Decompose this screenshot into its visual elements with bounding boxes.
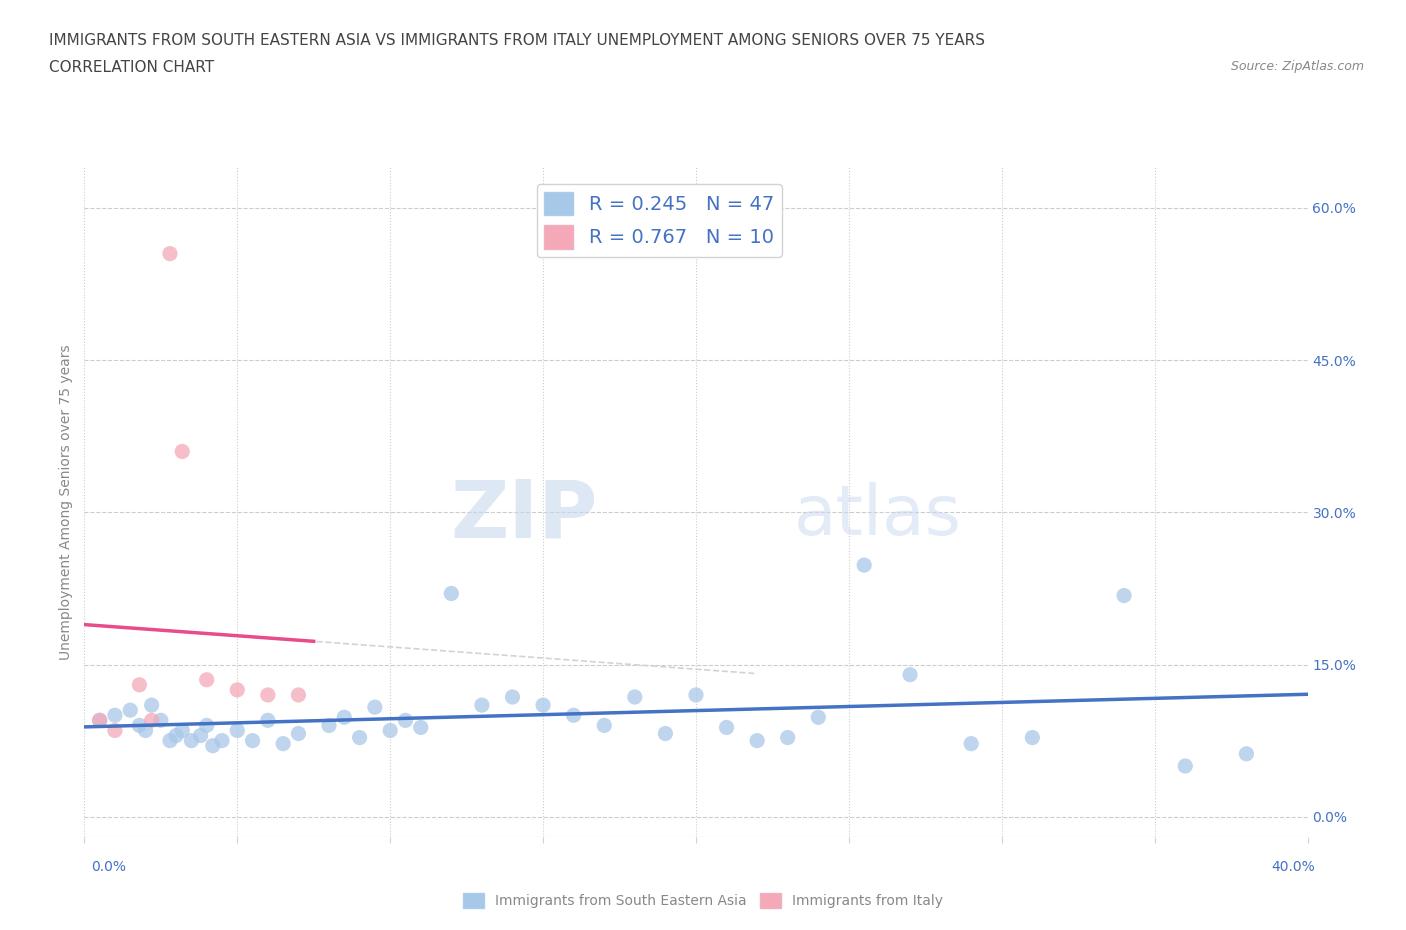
Point [898, 667, 921, 682]
Point [195, 718, 218, 733]
Point [149, 713, 172, 728]
Point [502, 689, 524, 704]
Point [190, 728, 212, 743]
Point [654, 726, 676, 741]
Point [1174, 759, 1197, 774]
Point [226, 723, 249, 737]
Point [440, 586, 463, 601]
Point [562, 708, 585, 723]
Point [89, 713, 111, 728]
Text: ZIP: ZIP [451, 476, 598, 554]
Point [960, 737, 983, 751]
Point [593, 718, 616, 733]
Text: IMMIGRANTS FROM SOUTH EASTERN ASIA VS IMMIGRANTS FROM ITALY UNEMPLOYMENT AMONG S: IMMIGRANTS FROM SOUTH EASTERN ASIA VS IM… [49, 33, 986, 47]
Point [380, 723, 402, 737]
Y-axis label: Unemployment Among Seniors over 75 years: Unemployment Among Seniors over 75 years [59, 344, 73, 660]
Point [1114, 588, 1136, 603]
Point [201, 738, 224, 753]
Text: 0.0%: 0.0% [91, 860, 127, 874]
Point [159, 733, 181, 748]
Text: 40.0%: 40.0% [1271, 860, 1315, 874]
Point [128, 677, 150, 692]
Point [807, 710, 830, 724]
Text: Source: ZipAtlas.com: Source: ZipAtlas.com [1230, 60, 1364, 73]
Point [195, 672, 218, 687]
Point [287, 726, 309, 741]
Point [120, 703, 142, 718]
Point [471, 698, 494, 712]
Point [364, 699, 387, 714]
Legend: Immigrants from South Eastern Asia, Immigrants from Italy: Immigrants from South Eastern Asia, Immi… [457, 888, 949, 914]
Text: CORRELATION CHART: CORRELATION CHART [49, 60, 214, 75]
Point [165, 728, 187, 743]
Point [257, 713, 280, 728]
Point [89, 713, 111, 728]
Point [853, 558, 876, 573]
Point [135, 723, 157, 737]
Point [409, 720, 432, 735]
Point [242, 733, 264, 748]
Point [747, 733, 769, 748]
Point [180, 733, 202, 748]
Point [394, 713, 416, 728]
Point [1021, 730, 1043, 745]
Point [104, 723, 127, 737]
Point [141, 698, 163, 712]
Point [716, 720, 738, 735]
Point [104, 708, 127, 723]
Point [271, 737, 294, 751]
Point [159, 246, 181, 261]
Point [141, 713, 163, 728]
Point [685, 687, 707, 702]
Point [1234, 747, 1257, 762]
Point [172, 723, 194, 737]
Point [318, 718, 340, 733]
Point [624, 689, 647, 704]
Point [349, 730, 371, 745]
Legend: R = 0.245   N = 47, R = 0.767   N = 10: R = 0.245 N = 47, R = 0.767 N = 10 [537, 184, 782, 257]
Point [531, 698, 554, 712]
Point [333, 710, 356, 724]
Point [128, 718, 150, 733]
Point [257, 687, 280, 702]
Point [172, 444, 194, 458]
Point [776, 730, 799, 745]
Point [211, 733, 233, 748]
Text: atlas: atlas [794, 482, 962, 549]
Point [226, 683, 249, 698]
Point [287, 687, 309, 702]
